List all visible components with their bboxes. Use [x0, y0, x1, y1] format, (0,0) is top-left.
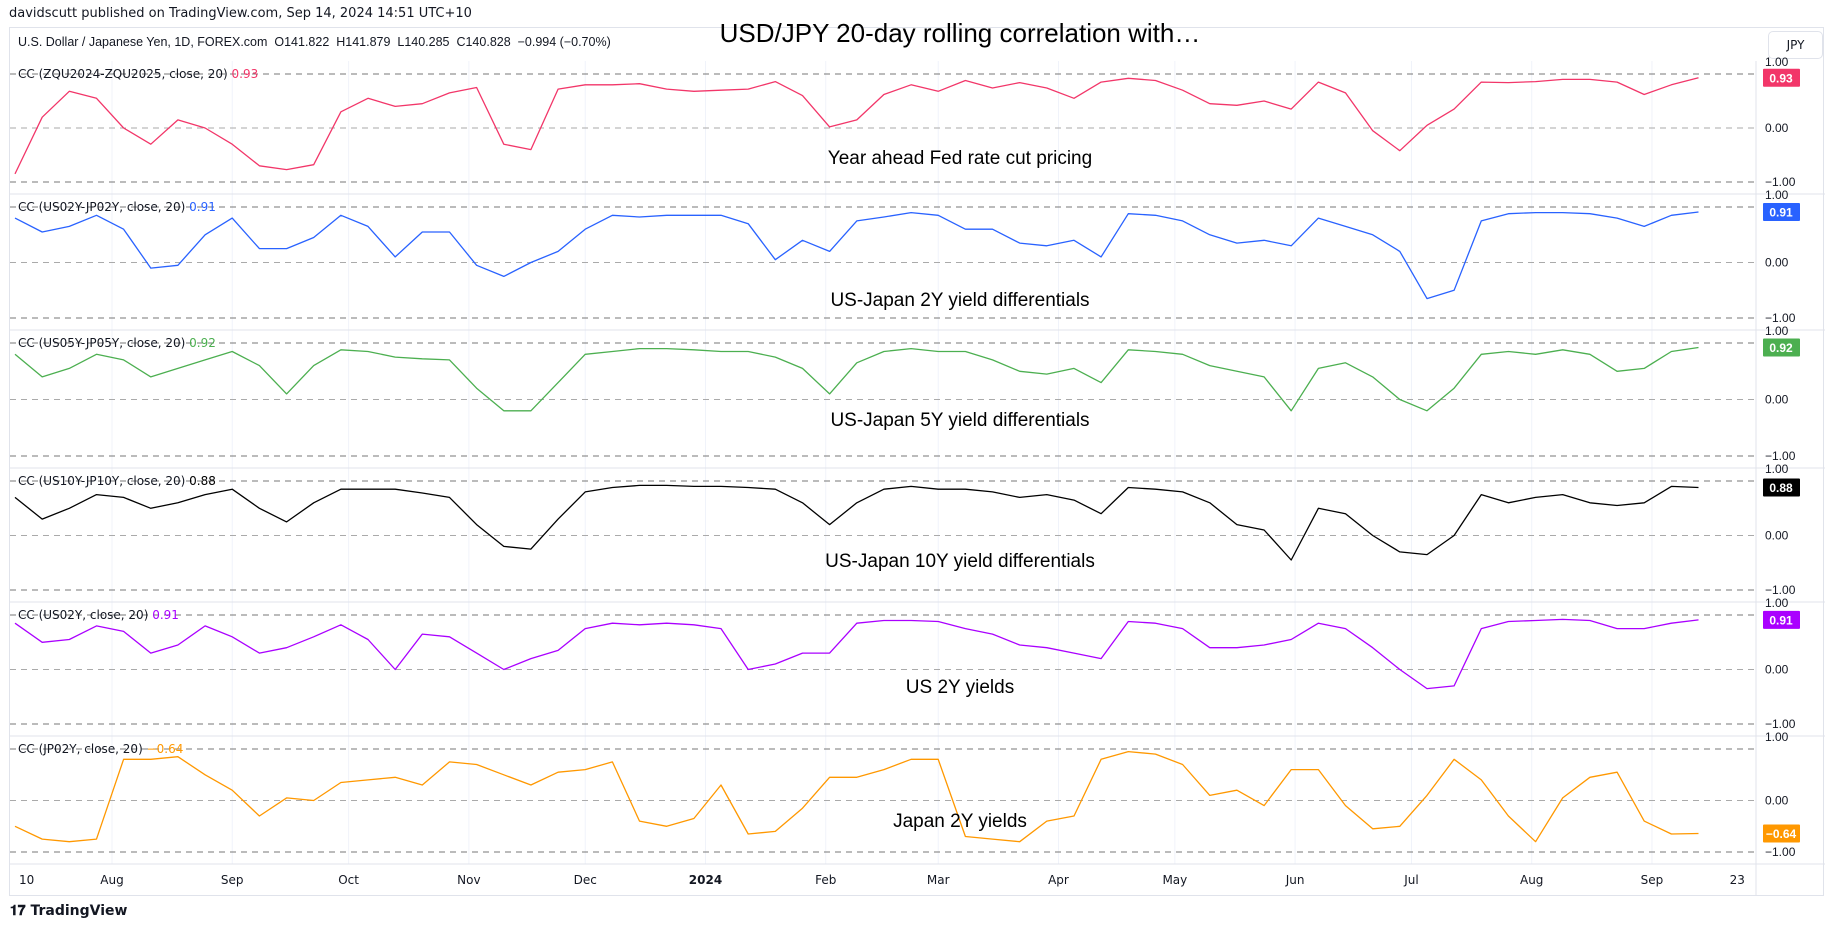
x-tick-label: Jun [1285, 873, 1305, 887]
x-tick-label: May [1162, 873, 1187, 887]
pane-annotation: Japan 2Y yields [893, 811, 1027, 832]
pane-annotation: US-Japan 5Y yield differentials [830, 410, 1090, 431]
chart-title: USD/JPY 20-day rolling correlation with… [719, 18, 1201, 48]
y-tick-label: 1.00 [1765, 55, 1789, 69]
x-tick-label: Sep [221, 873, 244, 887]
y-tick-label: −1.00 [1765, 583, 1796, 597]
x-tick-label: Dec [574, 873, 597, 887]
x-tick-label: 10 [19, 873, 34, 887]
last-value-badge [1763, 610, 1800, 629]
last-value-badge [1763, 68, 1800, 87]
y-tick-label: −1.00 [1765, 175, 1796, 189]
chart-frame [9, 27, 1824, 896]
pane-annotation: US 2Y yields [905, 677, 1015, 698]
y-tick-label: −1.00 [1765, 717, 1796, 731]
pane-annotation: Year ahead Fed rate cut pricing [827, 148, 1093, 169]
last-value-badge [1763, 824, 1800, 843]
publisher-line: davidscutt published on TradingView.com,… [9, 6, 472, 21]
y-tick-label: −1.00 [1765, 845, 1796, 859]
series-line [14, 77, 1699, 175]
x-tick-label: 2024 [689, 873, 722, 887]
y-tick-label: 1.00 [1765, 188, 1789, 202]
indicator-legend: CC (US10Y-JP10Y, close, 20) 0.88 [18, 474, 216, 488]
y-tick-label: 0.00 [1765, 529, 1789, 543]
indicator-legend: CC (US02Y-JP02Y, close, 20) 0.91 [18, 200, 216, 214]
y-tick-label: 0.00 [1765, 393, 1789, 407]
last-value-label: 0.92 [1769, 341, 1793, 355]
x-tick-label: Apr [1048, 873, 1069, 887]
currency-button[interactable]: JPY [1768, 31, 1823, 59]
y-tick-label: −1.00 [1765, 311, 1796, 325]
indicator-legend: CC (US05Y-JP05Y, close, 20) 0.92 [18, 336, 216, 350]
indicator-value: 0.91 [189, 200, 216, 214]
tv-logo-text: TradingView [30, 903, 128, 919]
x-tick-label: 23 [1730, 873, 1745, 887]
y-tick-label: −1.00 [1765, 449, 1796, 463]
last-value-label: 0.88 [1769, 481, 1793, 495]
x-tick-label: Mar [927, 873, 950, 887]
indicator-legend: CC (JP02Y, close, 20) −0.64 [18, 742, 183, 756]
y-tick-label: 1.00 [1765, 730, 1789, 744]
x-tick-label: Sep [1641, 873, 1664, 887]
series-line [14, 484, 1699, 561]
series-line [14, 211, 1699, 300]
y-tick-label: 0.00 [1765, 794, 1789, 808]
x-tick-label: Oct [338, 873, 359, 887]
indicator-value: 0.93 [232, 67, 259, 81]
y-tick-label: 1.00 [1765, 462, 1789, 476]
indicator-value: 0.91 [152, 608, 179, 622]
series-line [14, 750, 1699, 843]
y-tick-label: 0.00 [1765, 256, 1789, 270]
tradingview-logo: 𝟏𝟕 TradingView [10, 903, 127, 919]
last-value-label: 0.93 [1769, 71, 1793, 85]
tv-logo-icon: 𝟏𝟕 [10, 903, 31, 919]
last-value-badge [1763, 202, 1800, 221]
pane-annotation: US-Japan 10Y yield differentials [825, 551, 1095, 572]
series-line [14, 346, 1699, 412]
indicator-value: 0.92 [189, 336, 216, 350]
x-tick-label: Feb [815, 873, 836, 887]
indicator-value: −0.64 [147, 742, 184, 756]
y-tick-label: 0.00 [1765, 121, 1789, 135]
last-value-badge [1763, 338, 1800, 357]
y-tick-label: 1.00 [1765, 324, 1789, 338]
pane-annotation: US-Japan 2Y yield differentials [830, 290, 1090, 311]
indicator-legend: CC (US02Y, close, 20) 0.91 [18, 608, 179, 622]
x-tick-label: Nov [457, 873, 480, 887]
x-tick-label: Jul [1403, 873, 1418, 887]
series-line [14, 618, 1699, 690]
last-value-label: 0.91 [1769, 613, 1793, 627]
last-value-label: −0.64 [1766, 827, 1797, 841]
indicator-legend: CC (ZQU2024-ZQU2025, close, 20) 0.93 [18, 67, 258, 81]
y-tick-label: 1.00 [1765, 596, 1789, 610]
last-value-badge [1763, 478, 1800, 497]
x-tick-label: Aug [1520, 873, 1543, 887]
symbol-legend: U.S. Dollar / Japanese Yen, 1D, FOREX.co… [18, 35, 611, 49]
x-tick-label: Aug [100, 873, 123, 887]
y-tick-label: 0.00 [1765, 663, 1789, 677]
last-value-label: 0.91 [1769, 205, 1793, 219]
indicator-value: 0.88 [189, 474, 216, 488]
